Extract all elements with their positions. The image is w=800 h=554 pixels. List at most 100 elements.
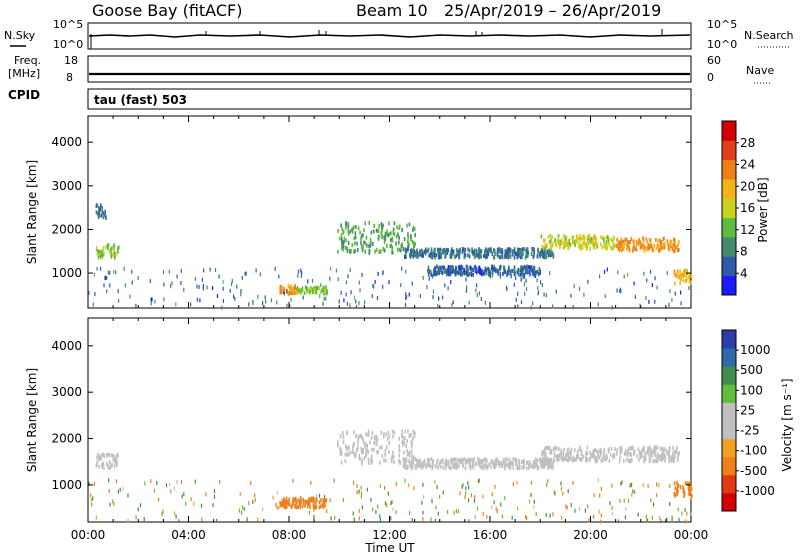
echo-cell: [359, 288, 361, 293]
echo-cell: [686, 276, 688, 281]
echo-cell: [368, 220, 370, 225]
echo-cell: [489, 274, 491, 279]
echo-cell: [524, 255, 527, 260]
echo-cell: [293, 498, 296, 503]
echo-cell: [550, 451, 553, 455]
echo-cell: [689, 488, 691, 493]
echo-cell: [485, 271, 488, 276]
echo-cell: [509, 462, 512, 467]
power-ylabel: Slant Range [km]: [25, 160, 39, 264]
echo-cell: [586, 245, 588, 250]
echo-cell: [196, 297, 198, 302]
echo-cell: [607, 238, 610, 243]
echo-cell: [476, 293, 478, 298]
echo-cell: [231, 282, 233, 287]
echo-cell: [616, 447, 619, 452]
echo-cell: [478, 457, 480, 462]
echo-cell: [538, 272, 540, 277]
nsearch-tick-bottom: 10^0: [707, 38, 737, 51]
echo-cell: [677, 452, 680, 456]
echo-cell: [534, 457, 537, 462]
echo-cell: [447, 459, 450, 464]
echo-cell: [411, 249, 414, 254]
echo-cell: [560, 453, 562, 458]
colorbar-tick-label: 28: [740, 136, 755, 150]
echo-cell: [446, 267, 449, 272]
echo-cell: [402, 457, 405, 462]
echo-cell: [669, 246, 671, 251]
echo-cell: [379, 445, 381, 450]
echo-cell: [543, 292, 545, 297]
echo-cell: [503, 255, 506, 260]
echo-cell: [532, 265, 535, 270]
echo-cell: [404, 457, 407, 462]
echo-cell: [525, 287, 528, 291]
echo-cell: [495, 461, 498, 466]
echo-cell: [406, 247, 409, 252]
echo-cell: [158, 497, 160, 502]
echo-cell: [471, 459, 474, 464]
echo-cell: [502, 460, 505, 465]
echo-cell: [349, 267, 351, 272]
echo-cell: [559, 245, 561, 250]
echo-cell: [347, 229, 349, 234]
echo-cell: [357, 436, 359, 441]
echo-cell: [471, 267, 473, 271]
echo-cell: [671, 298, 673, 303]
echo-cell: [573, 284, 575, 289]
echo-cell: [281, 501, 283, 506]
echo-cell: [579, 237, 582, 242]
echo-cell: [295, 505, 298, 510]
echo-cell: [347, 452, 350, 457]
echo-cell: [570, 293, 572, 298]
echo-cell: [440, 269, 443, 274]
echo-cell: [431, 465, 433, 470]
echo-cell: [353, 517, 355, 522]
echo-cell: [347, 224, 349, 229]
echo-cell: [348, 231, 350, 236]
echo-cell: [651, 283, 653, 288]
echo-cell: [673, 242, 676, 247]
echo-cell: [530, 480, 533, 485]
echo-cell: [347, 240, 350, 245]
echo-cell: [102, 245, 105, 250]
echo-cell: [611, 238, 614, 243]
echo-cell: [371, 294, 373, 299]
echo-cell: [313, 507, 315, 512]
echo-cell: [161, 512, 163, 516]
echo-cell: [544, 247, 546, 252]
echo-cell: [413, 252, 415, 257]
echo-cell: [569, 450, 571, 455]
echo-cell: [451, 252, 453, 256]
echo-cell: [567, 456, 570, 460]
echo-cell: [547, 461, 549, 466]
echo-cell: [391, 455, 393, 460]
echo-cell: [93, 272, 95, 277]
echo-cell: [384, 231, 387, 236]
echo-cell: [356, 484, 358, 489]
echo-cell: [508, 253, 510, 258]
echo-cell: [111, 462, 113, 467]
echo-cell: [447, 248, 450, 253]
echo-cell: [500, 461, 503, 466]
echo-cell: [627, 498, 630, 503]
echo-cell: [351, 229, 354, 234]
echo-cell: [673, 238, 676, 243]
title-date-range: 25/Apr/2019 – 26/Apr/2019: [444, 1, 661, 20]
echo-cell: [677, 242, 679, 247]
echo-cell: [360, 446, 363, 451]
echo-cell: [656, 285, 658, 290]
echo-cell: [593, 493, 595, 498]
echo-cell: [433, 272, 435, 277]
echo-cell: [562, 458, 564, 463]
echo-cell: [139, 503, 142, 508]
echo-cell: [350, 249, 352, 253]
echo-cell: [478, 252, 480, 257]
echo-cell: [465, 277, 467, 282]
echo-cell: [603, 269, 606, 274]
echo-cell: [587, 279, 589, 284]
echo-cell: [683, 492, 686, 497]
echo-cell: [573, 448, 576, 453]
echo-cell: [563, 447, 565, 452]
echo-cell: [129, 294, 131, 299]
